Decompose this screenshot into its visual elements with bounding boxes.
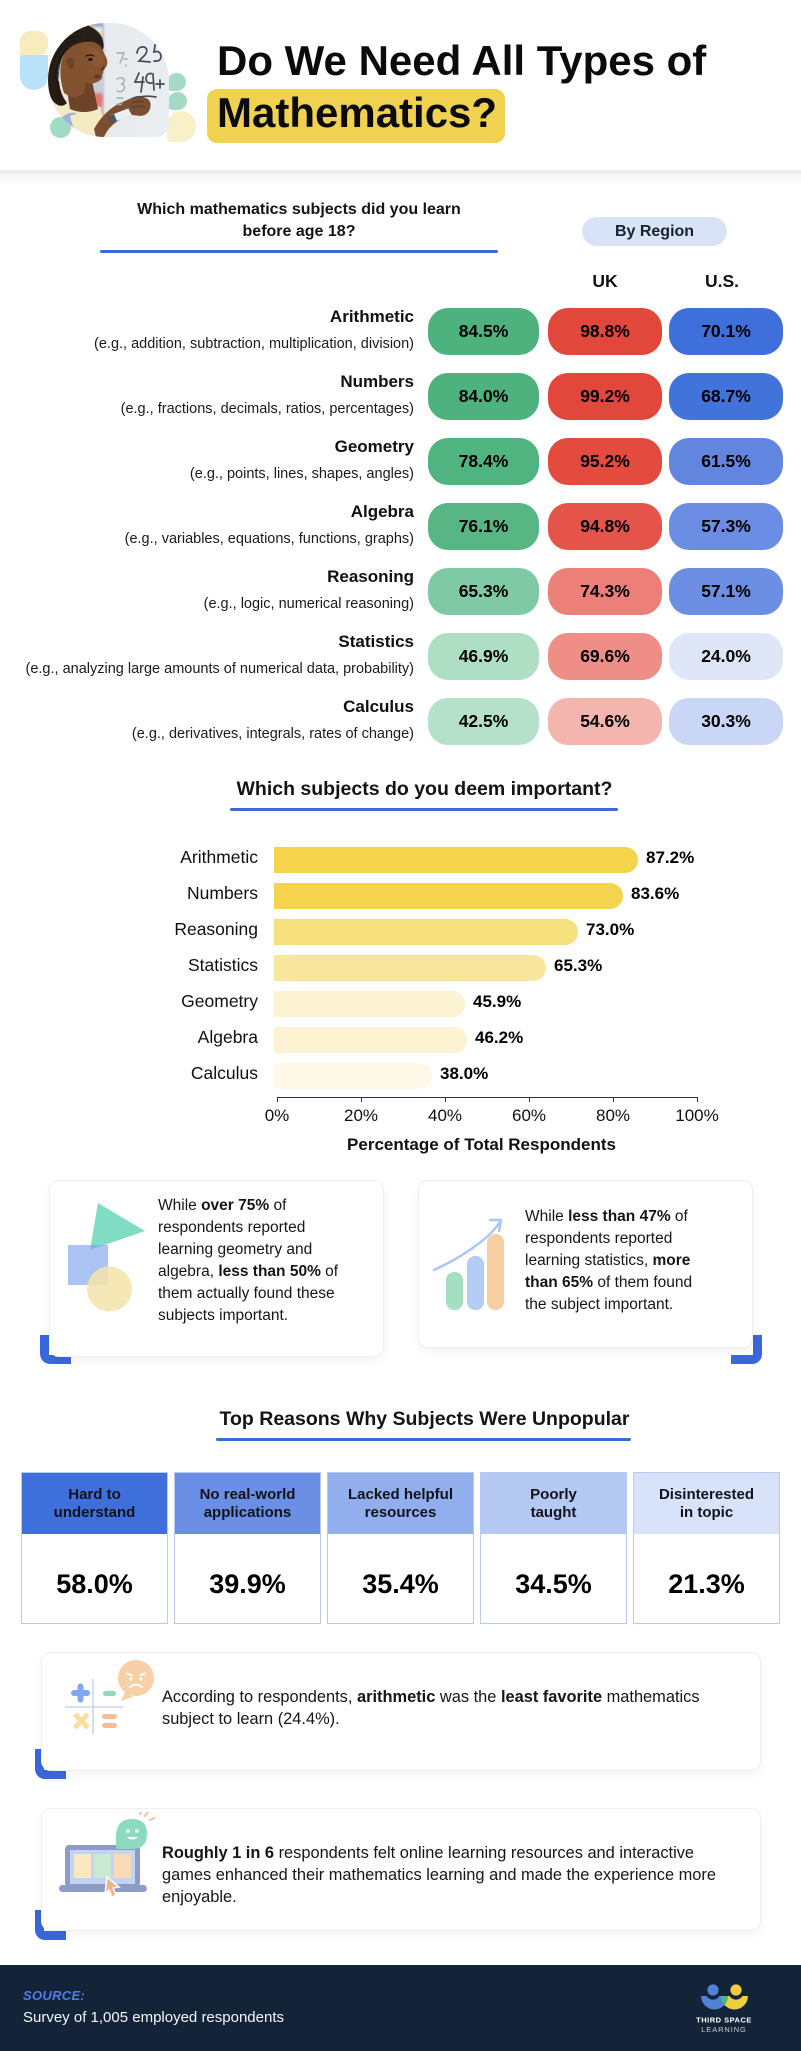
svg-text:THIRD SPACE: THIRD SPACE — [696, 2016, 752, 2025]
svg-text:LEARNING: LEARNING — [701, 2025, 747, 2034]
